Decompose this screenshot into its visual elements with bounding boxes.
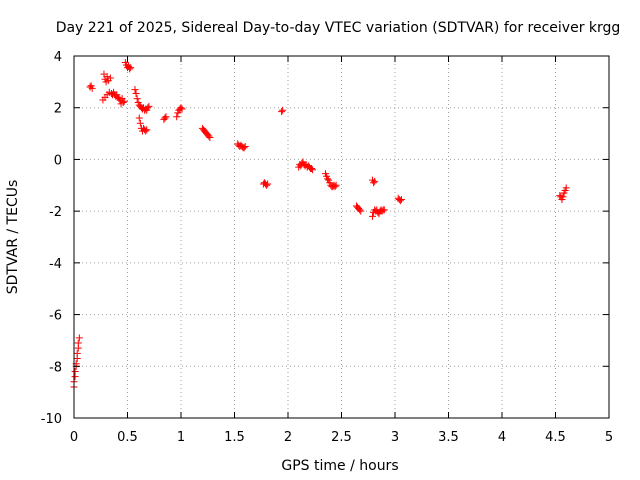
data-point [127, 64, 135, 72]
grid-lines [74, 56, 609, 418]
data-point [120, 97, 128, 105]
y-axis-label: SDTVAR / TECUs [5, 180, 21, 295]
data-point [278, 108, 286, 116]
chart-title: Day 221 of 2025, Sidereal Day-to-day VTE… [56, 20, 621, 36]
data-point [562, 184, 570, 192]
data-point [279, 106, 287, 114]
y-tick-label: -6 [49, 309, 62, 324]
y-tick-label: -4 [49, 257, 62, 272]
data-point [559, 193, 567, 201]
x-tick-label: 5 [605, 430, 613, 445]
data-point [135, 114, 143, 122]
data-point [162, 113, 170, 121]
data-point [119, 99, 127, 107]
data-point [126, 65, 134, 73]
data-point [75, 334, 83, 342]
data-point [73, 349, 81, 357]
data-point [556, 192, 564, 200]
data-point [324, 175, 332, 183]
y-tick-label: 4 [54, 50, 62, 65]
data-point [369, 212, 377, 220]
x-tick-label: 1 [177, 430, 185, 445]
data-point [396, 197, 404, 205]
data-point [370, 179, 378, 187]
x-tick-label: 2.5 [331, 430, 352, 445]
x-tick-label: 0 [70, 430, 78, 445]
data-point [161, 114, 169, 122]
y-tick-label: 0 [54, 153, 62, 168]
data-point [380, 206, 388, 214]
tick-marks [73, 55, 610, 419]
data-point [74, 339, 82, 347]
y-tick-label: -8 [49, 360, 62, 375]
data-point [357, 207, 365, 215]
x-tick-label: 1.5 [224, 430, 245, 445]
x-tick-label: 3 [391, 430, 399, 445]
data-point [132, 89, 140, 97]
x-tick-label: 2 [284, 430, 292, 445]
data-points [70, 58, 570, 391]
y-tick-label: -2 [49, 205, 62, 220]
x-tick-label: 4 [498, 430, 506, 445]
data-point [177, 104, 185, 112]
data-point [136, 119, 144, 127]
data-point [133, 95, 141, 103]
data-point [241, 143, 249, 150]
x-tick-label: 3.5 [438, 430, 459, 445]
data-point [263, 181, 271, 189]
data-point [332, 181, 340, 189]
x-tick-label: 4.5 [545, 430, 566, 445]
x-axis-label: GPS time / hours [281, 458, 398, 474]
data-point [142, 127, 150, 135]
data-point [178, 105, 186, 113]
data-point [88, 84, 96, 92]
x-tick-label: 0.5 [117, 430, 138, 445]
data-point [264, 180, 272, 188]
data-point [143, 126, 151, 134]
data-point [103, 73, 111, 81]
data-point [144, 104, 152, 112]
data-point [131, 86, 139, 94]
data-point [331, 183, 339, 191]
data-point [371, 177, 379, 185]
data-point [173, 113, 181, 121]
y-tick-label: -10 [41, 412, 62, 427]
data-point [71, 367, 79, 375]
data-point [145, 102, 153, 110]
data-point [205, 132, 213, 140]
data-point [206, 133, 214, 141]
data-point [356, 206, 364, 214]
data-point [240, 144, 248, 152]
y-tick-labels: 4 2 0 -2 -4 -6 -8 -10 [41, 50, 62, 427]
data-point [106, 74, 114, 82]
x-tick-labels: 0 0.5 1 1.5 2 2.5 3 3.5 4 4.5 5 [70, 430, 613, 445]
data-point [308, 164, 316, 172]
y-tick-label: 2 [54, 102, 62, 117]
data-point [309, 166, 317, 174]
data-point [397, 196, 405, 204]
